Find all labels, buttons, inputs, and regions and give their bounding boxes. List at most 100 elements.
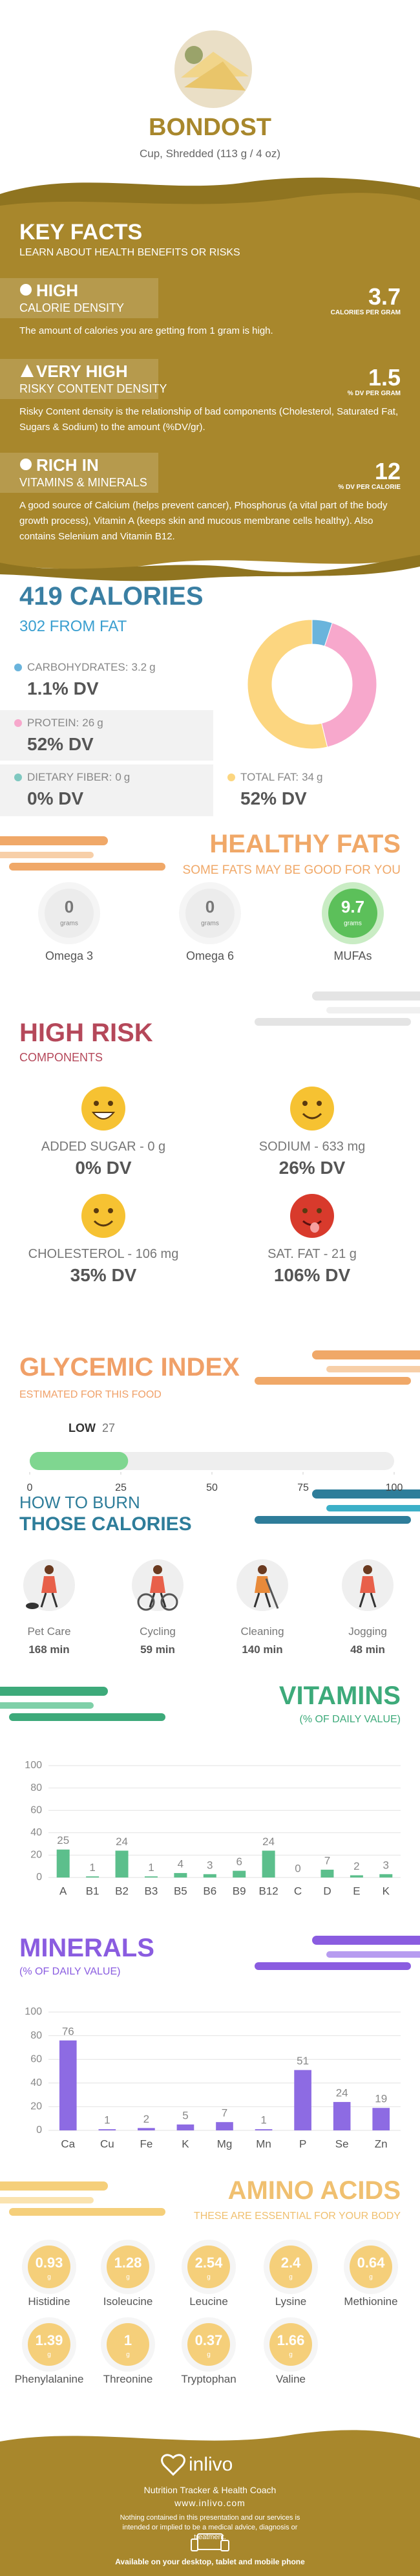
y-tick-label: 20 bbox=[30, 2101, 42, 2112]
activity-time: 59 min bbox=[140, 1643, 175, 1656]
bar bbox=[86, 1876, 100, 1878]
amino-unit: g bbox=[47, 2274, 51, 2281]
x-tick-label: B2 bbox=[115, 1885, 129, 1897]
x-tick-label: B3 bbox=[145, 1885, 158, 1897]
face-eye bbox=[302, 1101, 308, 1106]
activity-name: Jogging bbox=[348, 1625, 387, 1638]
x-tick-label: Mg bbox=[217, 2138, 233, 2150]
x-tick-label: D bbox=[323, 1885, 331, 1897]
x-tick-label: Ca bbox=[61, 2138, 75, 2150]
y-tick-label: 40 bbox=[30, 2077, 42, 2088]
x-tick-label: B1 bbox=[86, 1885, 100, 1897]
activity-mop bbox=[265, 1578, 279, 1609]
amino-unit: g bbox=[369, 2274, 373, 2281]
amino-value: 1.39 bbox=[36, 2332, 63, 2348]
photo-leaf bbox=[185, 46, 203, 64]
amino-name: Lysine bbox=[275, 2295, 307, 2308]
face-mouth bbox=[302, 1112, 322, 1120]
x-tick-label: E bbox=[353, 1885, 360, 1897]
fact-value: 1.5 bbox=[368, 364, 401, 391]
nutrient-amount: 3.2 bbox=[131, 661, 147, 673]
gi-tick-label: 0 bbox=[26, 1482, 33, 1493]
amino-circle bbox=[269, 2323, 312, 2366]
fat-value: 9.7 bbox=[341, 897, 364, 916]
section-subtitle: (% OF DAILY VALUE) bbox=[19, 1966, 121, 1977]
logo-heart bbox=[161, 2454, 185, 2476]
amino-value: 1 bbox=[124, 2332, 132, 2348]
bar bbox=[320, 1869, 334, 1878]
key-facts-bg bbox=[0, 193, 420, 570]
x-tick-label: K bbox=[383, 1885, 390, 1897]
x-tick-label: B5 bbox=[174, 1885, 187, 1897]
y-tick-label: 20 bbox=[30, 1850, 42, 1861]
risk-label: SAT. FAT - 21 g bbox=[268, 1247, 357, 1261]
nutrient-dot bbox=[14, 774, 22, 781]
fact-level: HIGH bbox=[36, 281, 78, 300]
amino-name: Phenylalanine bbox=[14, 2373, 84, 2385]
activity-wheel bbox=[160, 1593, 178, 1611]
fat-circle bbox=[328, 889, 377, 938]
activity-time: 168 min bbox=[28, 1643, 70, 1656]
amino-name: Leucine bbox=[189, 2295, 228, 2308]
section-title: HEALTHY FATS bbox=[209, 830, 401, 858]
face-eye bbox=[108, 1101, 113, 1106]
nutrient-amount: 34 bbox=[302, 771, 314, 783]
activity-body bbox=[41, 1576, 57, 1593]
fat-unit: grams bbox=[60, 920, 78, 927]
amino-circle bbox=[28, 2323, 70, 2366]
nutrient-dv: 52% DV bbox=[27, 734, 94, 754]
section-title: VITAMINS bbox=[278, 1682, 401, 1710]
bar bbox=[262, 1850, 275, 1878]
activity-head bbox=[258, 1565, 267, 1574]
section-title: MINERALS bbox=[19, 1934, 154, 1962]
value-label: 5 bbox=[182, 2109, 188, 2121]
amino-value: 0.37 bbox=[195, 2332, 223, 2348]
x-tick-label: B9 bbox=[233, 1885, 246, 1897]
amino-value: 2.4 bbox=[281, 2255, 301, 2271]
nutrient-amount: 0 bbox=[115, 771, 121, 783]
x-tick-label: Mn bbox=[256, 2138, 271, 2150]
amino-circle bbox=[107, 2323, 149, 2366]
nutrient-dv: 52% DV bbox=[240, 788, 307, 808]
fact-icon bbox=[20, 284, 32, 296]
bar bbox=[56, 1849, 70, 1878]
risk-dv: 0% DV bbox=[75, 1158, 132, 1178]
x-tick-label: B6 bbox=[203, 1885, 216, 1897]
risk-label: SODIUM - 633 mg bbox=[258, 1140, 366, 1154]
fact-level: VERY HIGH bbox=[36, 362, 128, 381]
section-title: HIGH RISK bbox=[19, 1019, 153, 1047]
device-icon bbox=[220, 2540, 229, 2551]
value-label: 24 bbox=[336, 2087, 348, 2099]
bar bbox=[174, 1873, 187, 1878]
value-label: 2 bbox=[353, 1860, 359, 1872]
value-label: 76 bbox=[62, 2025, 74, 2037]
bar bbox=[372, 2108, 390, 2130]
footer-bg bbox=[0, 2430, 420, 2576]
bar bbox=[203, 1874, 216, 1878]
face bbox=[81, 1194, 125, 1238]
photo-cheese bbox=[184, 61, 246, 91]
activity-name: Cleaning bbox=[240, 1625, 284, 1638]
fat-circle bbox=[45, 889, 94, 938]
bar bbox=[98, 2129, 116, 2130]
section-title: AMINO ACIDS bbox=[227, 2176, 401, 2205]
gi-bar bbox=[30, 1452, 129, 1470]
value-label: 24 bbox=[262, 1835, 275, 1848]
nutrient-panel bbox=[0, 764, 213, 816]
wave bbox=[0, 555, 420, 581]
donut-slice bbox=[321, 622, 377, 748]
section-subtitle: 302 FROM FAT bbox=[19, 618, 127, 635]
brand: inlivo bbox=[189, 2454, 233, 2475]
value-label: 7 bbox=[222, 2107, 227, 2119]
activity-dog bbox=[26, 1603, 39, 1609]
risk-dv: 35% DV bbox=[70, 1265, 137, 1285]
nutrient-dv: 1.1% DV bbox=[27, 678, 99, 698]
bar bbox=[379, 1874, 393, 1878]
x-tick-label: K bbox=[182, 2138, 189, 2150]
value-label: 6 bbox=[236, 1856, 242, 1868]
section-title: KEY FACTS bbox=[19, 220, 143, 244]
amino-unit: g bbox=[207, 2274, 211, 2281]
face-mouth bbox=[93, 1220, 114, 1227]
fact-icon bbox=[21, 364, 34, 377]
